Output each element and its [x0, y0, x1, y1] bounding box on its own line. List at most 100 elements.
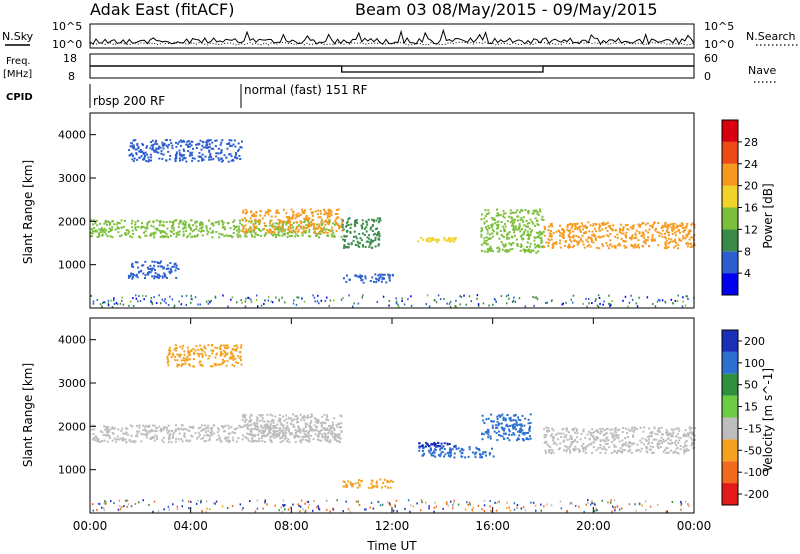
power-echo-cell — [576, 222, 579, 225]
velocity-echo-cell — [311, 415, 314, 417]
velocity-colorbar-tick-label: -100 — [744, 466, 769, 479]
power-echo-cell — [522, 232, 525, 235]
velocity-echo-cell — [307, 432, 310, 435]
power-echo-cell — [372, 220, 375, 223]
velocity-ytick-label: 2000 — [58, 420, 86, 433]
velocity-echo-cell — [313, 417, 316, 420]
power-echo-cell — [140, 155, 143, 158]
power-echo-cell — [187, 144, 189, 147]
velocity-echo-region — [342, 478, 394, 489]
velocity-echo-cell — [198, 355, 200, 358]
power-echo-cell — [383, 277, 386, 280]
power-echo-cell — [313, 231, 316, 234]
velocity-echo-cell — [148, 503, 150, 506]
power-echo-cell — [146, 145, 148, 148]
power-echo-cell — [297, 235, 299, 237]
velocity-echo-cell — [283, 419, 286, 422]
velocity-echo-cell — [101, 431, 104, 434]
velocity-echo-cell — [106, 426, 109, 429]
velocity-echo-cell — [260, 414, 263, 417]
power-echo-cell — [477, 305, 480, 307]
velocity-echo-cell — [200, 363, 203, 366]
power-echo-cell — [376, 233, 379, 236]
power-echo-cell — [104, 219, 107, 222]
velocity-echo-cell — [317, 433, 320, 436]
velocity-echo-cell — [225, 439, 228, 442]
velocity-echo-cell — [167, 424, 170, 427]
velocity-echo-cell — [645, 439, 648, 442]
power-echo-cell — [328, 210, 331, 213]
power-echo-cell — [95, 219, 98, 222]
velocity-echo-cell — [508, 428, 511, 431]
velocity-echo-cell — [281, 510, 284, 513]
velocity-echo-cell — [491, 420, 494, 423]
power-echo-cell — [513, 231, 516, 234]
velocity-echo-cell — [264, 428, 267, 431]
velocity-echo-cell — [112, 427, 115, 430]
velocity-echo-cell — [192, 347, 195, 350]
power-echo-cell — [328, 209, 331, 211]
velocity-echo-cell — [599, 439, 602, 442]
velocity-echo-cell — [233, 345, 236, 347]
power-echo-cell — [362, 245, 364, 248]
power-echo-cell — [539, 208, 542, 211]
velocity-echo-cell — [286, 426, 289, 429]
power-echo-cell — [133, 146, 135, 149]
power-echo-cell — [128, 154, 131, 157]
velocity-echo-cell — [670, 449, 673, 452]
power-echo-cell — [144, 230, 147, 233]
power-echo-cell — [108, 221, 110, 224]
power-echo-cell — [211, 141, 214, 144]
power-echo-cell — [296, 221, 299, 224]
power-echo-cell — [184, 223, 187, 226]
velocity-echo-cell — [632, 435, 635, 438]
power-echo-cell — [163, 143, 166, 146]
power-echo-cell — [273, 233, 276, 236]
power-echo-cell — [195, 143, 198, 146]
velocity-echo-cell — [657, 440, 660, 443]
power-echo-cell — [199, 156, 202, 159]
power-echo-cell — [485, 239, 488, 242]
power-echo-cell — [686, 241, 689, 244]
power-echo-cell — [261, 228, 264, 231]
power-echo-cell — [142, 158, 145, 161]
velocity-echo-layer — [91, 344, 696, 513]
nsky-ytick-top: 10^5 — [52, 20, 82, 33]
power-echo-cell — [161, 275, 164, 278]
power-echo-cell — [480, 235, 483, 238]
velocity-echo-cell — [333, 433, 336, 436]
velocity-echo-cell — [304, 511, 306, 513]
power-echo-cell — [361, 219, 364, 222]
velocity-echo-cell — [391, 480, 394, 483]
velocity-echo-cell — [606, 442, 609, 445]
velocity-echo-cell — [201, 509, 203, 512]
velocity-echo-cell — [335, 423, 338, 426]
power-echo-cell — [258, 223, 261, 226]
velocity-echo-cell — [588, 438, 591, 441]
power-echo-cell — [330, 226, 333, 229]
power-echo-cell — [505, 250, 508, 253]
velocity-echo-cell — [282, 499, 285, 502]
power-echo-cell — [171, 298, 174, 301]
velocity-echo-cell — [509, 418, 512, 421]
power-echo-cell — [132, 160, 135, 163]
velocity-echo-cell — [225, 344, 227, 347]
power-echo-cell — [334, 223, 337, 226]
velocity-echo-cell — [224, 424, 227, 427]
power-echo-cell — [188, 223, 191, 226]
velocity-echo-cell — [682, 434, 685, 436]
power-echo-cell — [271, 301, 274, 304]
power-echo-cell — [314, 228, 317, 230]
power-echo-cell — [345, 225, 347, 228]
power-echo-cell — [207, 146, 209, 149]
power-echo-cell — [573, 223, 576, 226]
power-echo-cell — [129, 235, 132, 238]
power-echo-cell — [277, 218, 280, 221]
power-echo-cell — [449, 300, 452, 303]
velocity-echo-cell — [297, 427, 300, 430]
velocity-echo-cell — [257, 433, 260, 436]
velocity-echo-cell — [441, 451, 444, 454]
power-echo-cell — [362, 232, 364, 235]
power-echo-cell — [310, 211, 313, 214]
power-echo-cell — [688, 238, 691, 241]
